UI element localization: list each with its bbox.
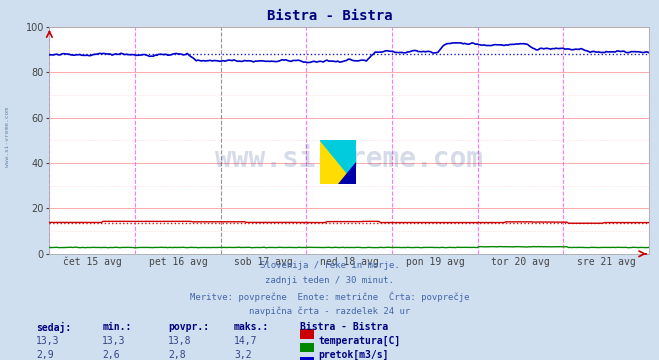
Text: 13,3: 13,3 (102, 336, 126, 346)
Text: 13,3: 13,3 (36, 336, 60, 346)
Text: Meritve: povprečne  Enote: metrične  Črta: povprečje: Meritve: povprečne Enote: metrične Črta:… (190, 291, 469, 302)
Polygon shape (320, 140, 356, 184)
Text: Bistra - Bistra: Bistra - Bistra (267, 9, 392, 23)
Text: povpr.:: povpr.: (168, 322, 209, 332)
Text: navpična črta - razdelek 24 ur: navpična črta - razdelek 24 ur (249, 306, 410, 316)
Polygon shape (338, 162, 356, 184)
Text: maks.:: maks.: (234, 322, 269, 332)
Text: pretok[m3/s]: pretok[m3/s] (318, 350, 389, 360)
Text: Bistra - Bistra: Bistra - Bistra (300, 322, 388, 332)
Text: temperatura[C]: temperatura[C] (318, 336, 401, 346)
Polygon shape (320, 140, 356, 184)
Text: Slovenija / reke in morje.: Slovenija / reke in morje. (260, 261, 399, 270)
Text: min.:: min.: (102, 322, 132, 332)
Text: sedaj:: sedaj: (36, 322, 71, 333)
Text: 2,8: 2,8 (168, 350, 186, 360)
Text: www.si-vreme.com: www.si-vreme.com (5, 107, 11, 167)
Text: 2,6: 2,6 (102, 350, 120, 360)
Text: zadnji teden / 30 minut.: zadnji teden / 30 minut. (265, 276, 394, 285)
Text: www.si-vreme.com: www.si-vreme.com (215, 145, 483, 172)
Text: 14,7: 14,7 (234, 336, 258, 346)
Text: 3,2: 3,2 (234, 350, 252, 360)
Text: 2,9: 2,9 (36, 350, 54, 360)
Text: 13,8: 13,8 (168, 336, 192, 346)
